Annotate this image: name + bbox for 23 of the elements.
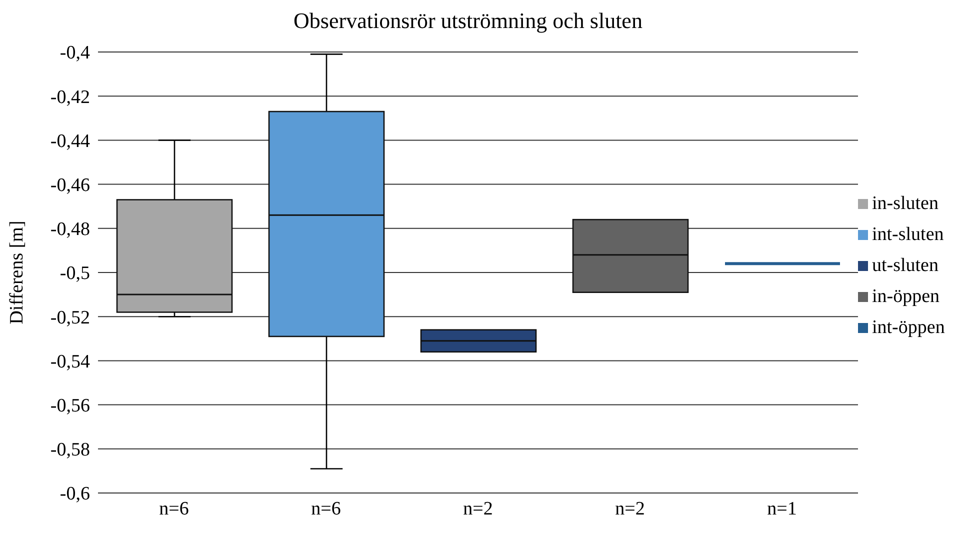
y-tick-label: -0,54 [50,351,90,372]
legend-label: int-öppen [872,316,945,338]
y-tick-label: -0,48 [50,219,90,240]
y-tick-label: -0,52 [50,307,90,328]
y-tick-label: -0,5 [60,263,90,284]
legend-label: ut-sluten [872,254,938,276]
legend-label: in-sluten [872,192,938,214]
y-axis-title: Differens [m] [6,220,28,324]
legend-label: int-sluten [872,224,944,246]
x-tick-label: n=6 [311,498,341,520]
chart-title: Observationsrör utströmning och sluten [292,8,644,35]
x-tick-label: n=2 [463,498,493,520]
y-tick-label: -0,58 [50,440,90,461]
legend-label: in-öppen [872,286,940,308]
y-tick-label: -0,56 [50,396,90,417]
y-tick-label: -0,4 [60,42,90,64]
x-tick-label: n=2 [615,498,645,520]
x-tick-label: n=1 [767,498,797,520]
x-tick-label: n=6 [159,498,189,520]
y-tick-label: -0,6 [60,484,90,505]
y-tick-label: -0,46 [50,175,90,196]
y-tick-label: -0,42 [50,86,90,108]
y-tick-label: -0,44 [50,130,90,152]
